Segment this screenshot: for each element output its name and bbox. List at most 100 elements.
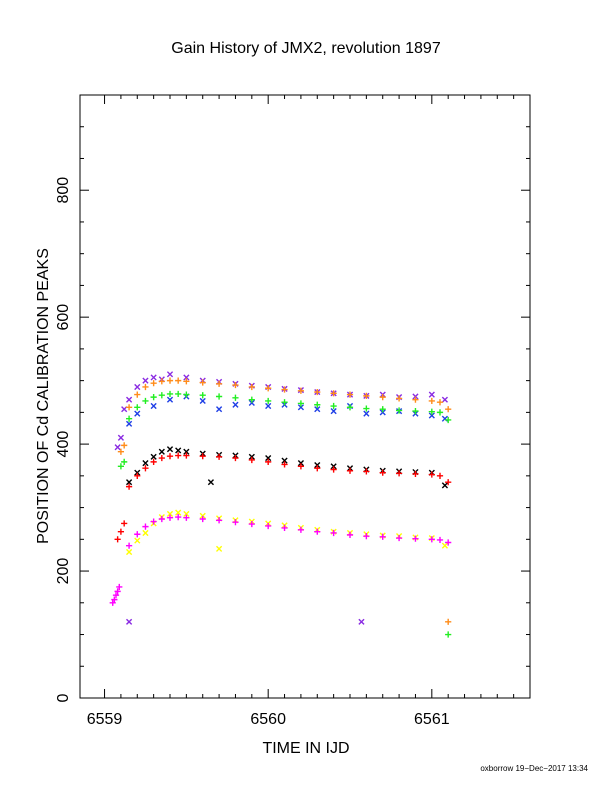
series-red	[114, 452, 452, 543]
data-point	[428, 412, 435, 419]
data-point	[412, 535, 419, 542]
data-point	[265, 402, 272, 410]
data-point	[175, 447, 182, 454]
data-point	[436, 399, 444, 406]
data-point	[112, 592, 120, 599]
data-point	[281, 399, 288, 406]
data-point	[125, 542, 133, 549]
data-point	[232, 381, 239, 389]
data-point	[248, 456, 255, 464]
data-point	[183, 448, 190, 455]
data-point	[445, 631, 452, 638]
data-point	[428, 408, 435, 415]
data-point	[134, 410, 141, 417]
data-point	[199, 512, 206, 519]
data-point	[363, 392, 370, 399]
series-black	[125, 446, 449, 489]
data-point	[297, 463, 305, 470]
data-point	[395, 395, 403, 402]
data-point	[428, 397, 435, 405]
data-point	[166, 514, 174, 521]
data-point	[158, 378, 165, 385]
data-point	[232, 454, 239, 462]
data-point	[199, 515, 206, 523]
data-point	[281, 461, 288, 468]
data-point	[436, 536, 444, 544]
data-point	[158, 392, 165, 399]
data-point	[183, 452, 190, 459]
data-point	[158, 448, 165, 455]
data-point	[232, 394, 239, 401]
data-point	[215, 453, 223, 460]
data-point	[150, 458, 157, 465]
data-point	[125, 415, 133, 422]
data-point	[297, 404, 305, 411]
data-point	[428, 391, 435, 398]
data-point	[183, 391, 190, 398]
data-point	[175, 514, 182, 521]
data-point	[142, 465, 149, 472]
data-point	[166, 396, 174, 403]
data-point	[265, 385, 272, 392]
data-point	[330, 529, 337, 537]
data-point	[134, 531, 141, 538]
data-point	[363, 405, 370, 412]
data-point	[199, 397, 206, 405]
data-point	[297, 387, 305, 394]
data-point	[297, 400, 305, 407]
data-point	[150, 518, 157, 525]
data-point	[412, 393, 419, 400]
data-point	[134, 404, 141, 411]
data-point	[363, 410, 370, 417]
data-point	[175, 377, 182, 384]
data-point	[125, 618, 133, 625]
data-point	[116, 583, 123, 591]
data-point	[379, 394, 386, 401]
data-point	[428, 536, 435, 543]
data-point	[412, 396, 419, 403]
data-point	[281, 524, 288, 531]
data-point	[215, 545, 223, 552]
data-point	[215, 406, 223, 413]
data-point	[134, 469, 141, 476]
data-point	[125, 483, 133, 490]
data-point	[183, 378, 190, 385]
data-point	[346, 391, 354, 398]
data-point	[436, 472, 444, 479]
y-tick-label: 400	[55, 431, 72, 458]
data-point	[125, 396, 133, 403]
data-point	[248, 396, 255, 403]
data-point	[330, 466, 337, 473]
y-tick-label: 800	[55, 177, 72, 204]
data-point	[330, 402, 337, 410]
data-point	[314, 406, 321, 413]
data-point	[125, 404, 133, 411]
data-point	[330, 463, 337, 470]
data-point	[150, 453, 157, 460]
data-point	[215, 517, 223, 524]
series-blue	[125, 393, 449, 427]
data-point	[166, 377, 174, 384]
data-point	[428, 471, 435, 478]
data-point	[183, 374, 190, 381]
data-point	[158, 515, 165, 523]
data-point	[142, 523, 149, 530]
data-point	[379, 409, 386, 416]
data-point	[125, 548, 133, 556]
data-point	[314, 388, 321, 396]
data-point	[150, 374, 157, 381]
data-point	[134, 537, 141, 544]
data-point	[445, 618, 452, 625]
y-tick-label: 200	[55, 558, 72, 585]
data-point	[121, 442, 128, 449]
data-point	[412, 470, 419, 478]
y-axis: 0 200 400 600 800	[55, 126, 530, 702]
data-point	[330, 408, 337, 415]
data-point	[441, 396, 449, 403]
data-point	[142, 383, 149, 391]
data-point	[281, 386, 288, 393]
data-point	[175, 452, 182, 459]
data-point	[248, 399, 255, 406]
chart-title: Gain History of JMX2, revolution 1897	[171, 40, 441, 57]
data-point	[114, 444, 121, 451]
